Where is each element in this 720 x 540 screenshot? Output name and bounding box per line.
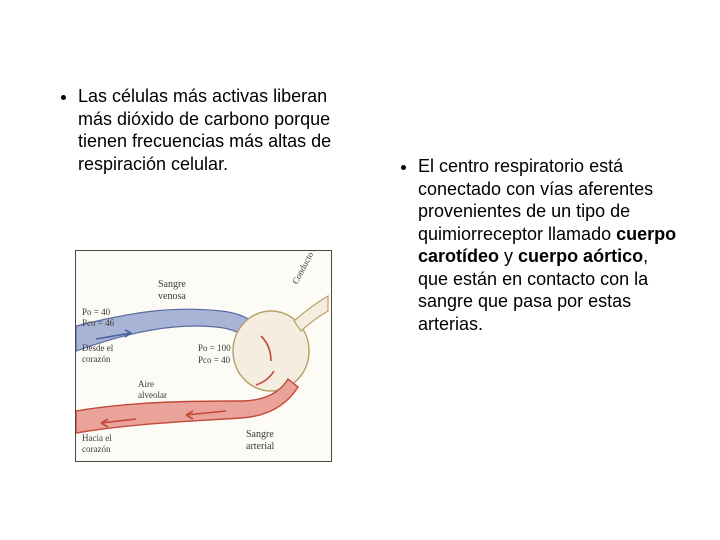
right-column: El centro respiratorio está conectado co…: [390, 155, 680, 345]
label-sangre-venosa-1: Sangre: [158, 279, 186, 290]
label-po100: Po = 100: [198, 343, 231, 353]
label-pco40: Pco = 40: [198, 355, 230, 365]
right-bullet-list: El centro respiratorio está conectado co…: [390, 155, 680, 335]
left-bullet-list: Las células más activas liberan más dióx…: [50, 85, 350, 175]
label-hacia-1: Hacia el: [82, 433, 112, 443]
label-desde-2: corazón: [82, 354, 110, 364]
label-sangre-arterial-2: arterial: [246, 441, 274, 452]
alveolar-duct: [294, 296, 328, 331]
left-column: Las células más activas liberan más dióx…: [50, 85, 350, 185]
label-hacia-2: corazón: [82, 444, 110, 454]
label-pco46: Pco = 46: [82, 318, 114, 328]
label-aire-1: Aire: [138, 379, 154, 389]
slide: Las células más activas liberan más dióx…: [0, 0, 720, 540]
alveolus-diagram: Sangre venosa Po = 40 Pco = 46 Desde el …: [75, 250, 332, 462]
label-sangre-arterial-1: Sangre: [246, 429, 274, 440]
label-aire-2: alveolar: [138, 390, 167, 400]
right-bullet: El centro respiratorio está conectado co…: [418, 155, 680, 335]
right-bullet-bold2: cuerpo aórtico: [518, 246, 643, 266]
label-po40: Po = 40: [82, 307, 110, 317]
right-bullet-mid: y: [499, 246, 518, 266]
left-bullet: Las células más activas liberan más dióx…: [78, 85, 350, 175]
label-sangre-venosa-2: venosa: [158, 291, 186, 302]
label-desde-1: Desde el: [82, 343, 113, 353]
